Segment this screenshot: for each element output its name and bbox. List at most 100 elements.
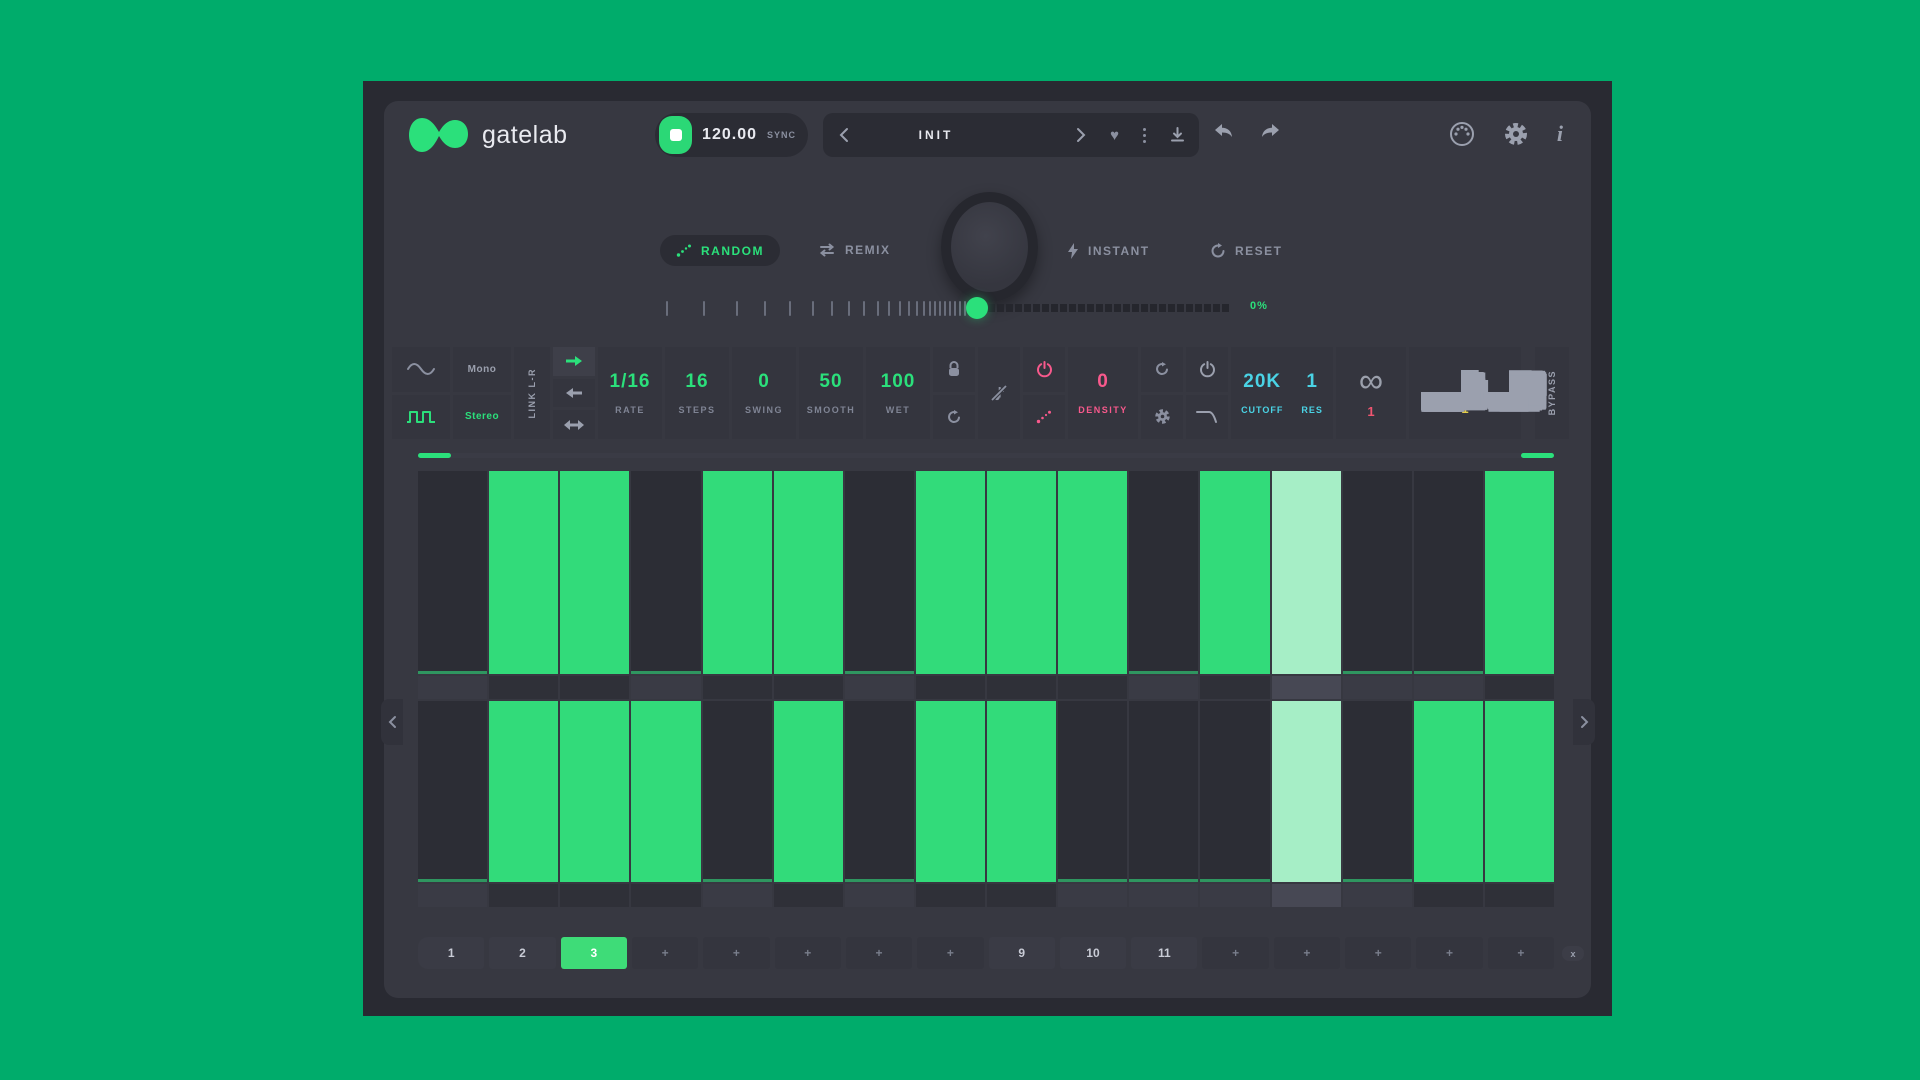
pattern-button-10[interactable]: 10 — [1059, 937, 1127, 969]
gate-step-upper-3[interactable] — [560, 471, 630, 674]
gate-step-lower-2[interactable] — [489, 701, 559, 882]
step-cell-lower-9[interactable] — [987, 884, 1057, 907]
step-cell-upper-9[interactable] — [987, 676, 1057, 699]
step-cell-upper-12[interactable] — [1200, 676, 1270, 699]
step-cell-upper-4[interactable] — [631, 676, 701, 699]
step-cell-lower-10[interactable] — [1058, 884, 1128, 907]
preset-prev-button[interactable] — [839, 127, 849, 143]
gate-step-lower-9[interactable] — [987, 701, 1057, 882]
gate-step-upper-7[interactable] — [844, 471, 914, 674]
gate-step-upper-5[interactable] — [702, 471, 772, 674]
step-cell-upper-11[interactable] — [1129, 676, 1199, 699]
step-cell-lower-3[interactable] — [560, 884, 630, 907]
link-lr-button[interactable]: LINK L-R — [514, 347, 550, 439]
rate-param[interactable]: 1/16 RATE — [598, 347, 662, 439]
add-pattern-button-13[interactable]: + — [1273, 937, 1341, 969]
step-cell-upper-13[interactable] — [1271, 676, 1341, 699]
step-cell-upper-5[interactable] — [702, 676, 772, 699]
step-cell-lower-1[interactable] — [418, 884, 488, 907]
stereo-button[interactable]: Stereo — [453, 394, 511, 439]
step-cell-upper-6[interactable] — [773, 676, 843, 699]
gate-step-upper-4[interactable] — [631, 471, 701, 674]
step-cell-lower-8[interactable] — [915, 884, 985, 907]
remix-mode-button[interactable]: REMIX — [818, 243, 891, 257]
step-cell-upper-10[interactable] — [1058, 676, 1128, 699]
gate-step-lower-7[interactable] — [844, 701, 914, 882]
add-pattern-button-4[interactable]: + — [631, 937, 699, 969]
filter-power-button[interactable] — [1186, 347, 1228, 392]
reset-mode-button[interactable]: RESET — [1210, 243, 1283, 259]
loop-end-handle[interactable] — [1521, 453, 1554, 458]
step-cell-upper-8[interactable] — [915, 676, 985, 699]
step-cell-lower-6[interactable] — [773, 884, 843, 907]
pattern-button-11[interactable]: 11 — [1131, 937, 1198, 969]
gate-step-lower-13[interactable] — [1271, 701, 1341, 882]
wet-param[interactable]: 100 WET — [866, 347, 930, 439]
gate-step-lower-15[interactable] — [1413, 701, 1483, 882]
gate-step-lower-14[interactable] — [1342, 701, 1412, 882]
bypass-button[interactable]: BYPASS — [1535, 347, 1569, 439]
steps-param[interactable]: 16 STEPS — [665, 347, 729, 439]
midi-settings-icon[interactable] — [1449, 121, 1475, 147]
gate-step-upper-14[interactable] — [1342, 471, 1412, 674]
gate-step-upper-10[interactable] — [1058, 471, 1128, 674]
add-pattern-button-14[interactable]: + — [1345, 937, 1412, 969]
gate-step-upper-9[interactable] — [987, 471, 1057, 674]
add-pattern-button-8[interactable]: + — [917, 937, 984, 969]
loop-start-handle[interactable] — [418, 453, 451, 458]
step-cell-lower-16[interactable] — [1484, 884, 1554, 907]
next-page-button[interactable] — [1573, 699, 1595, 745]
step-cell-lower-7[interactable] — [844, 884, 914, 907]
pattern-button-9[interactable]: 9 — [988, 937, 1055, 969]
filter-params[interactable]: 20K CUTOFF 1 RES — [1231, 347, 1333, 439]
bpm-value[interactable]: 120.00 — [702, 126, 757, 143]
filter-settings-gear-icon[interactable] — [1141, 394, 1183, 439]
step-cell-upper-16[interactable] — [1484, 676, 1554, 699]
lowpass-curve-icon[interactable] — [1186, 394, 1228, 439]
gate-step-lower-4[interactable] — [631, 701, 701, 882]
cycle-button[interactable] — [933, 394, 975, 439]
step-cell-lower-14[interactable] — [1342, 884, 1412, 907]
direction-forward-button[interactable] — [553, 347, 595, 376]
smooth-param[interactable]: 50 SMOOTH — [799, 347, 863, 439]
step-cell-lower-11[interactable] — [1129, 884, 1199, 907]
add-pattern-button-7[interactable]: + — [845, 937, 913, 969]
preset-menu-icon[interactable] — [1143, 127, 1146, 143]
loop-length-control[interactable]: ∞ 1 — [1336, 347, 1406, 439]
gate-step-lower-12[interactable] — [1200, 701, 1270, 882]
step-cell-upper-7[interactable] — [844, 676, 914, 699]
gate-step-upper-11[interactable] — [1129, 471, 1199, 674]
favorite-heart-icon[interactable]: ♥ — [1110, 126, 1119, 144]
gate-step-lower-16[interactable] — [1484, 701, 1554, 882]
gate-step-upper-2[interactable] — [489, 471, 559, 674]
step-cell-lower-15[interactable] — [1413, 884, 1483, 907]
step-cell-upper-3[interactable] — [560, 676, 630, 699]
step-cell-lower-4[interactable] — [631, 884, 701, 907]
gate-step-upper-6[interactable] — [773, 471, 843, 674]
gate-step-lower-5[interactable] — [702, 701, 772, 882]
step-cell-upper-14[interactable] — [1342, 676, 1412, 699]
step-cell-lower-13[interactable] — [1271, 884, 1341, 907]
sine-wave-button[interactable] — [392, 347, 450, 392]
prev-page-button[interactable] — [381, 699, 403, 745]
mute-note-button[interactable] — [978, 347, 1020, 439]
mono-button[interactable]: Mono — [453, 347, 511, 392]
slider-thumb[interactable] — [966, 297, 988, 319]
gate-step-upper-16[interactable] — [1484, 471, 1554, 674]
add-pattern-button-5[interactable]: + — [703, 937, 770, 969]
add-pattern-button-12[interactable]: + — [1202, 937, 1269, 969]
info-icon[interactable]: i — [1556, 121, 1563, 146]
gate-step-upper-1[interactable] — [418, 471, 488, 674]
gate-step-upper-13[interactable] — [1271, 471, 1341, 674]
gate-step-lower-11[interactable] — [1129, 701, 1199, 882]
lock-button[interactable] — [933, 347, 975, 392]
redo-icon[interactable] — [1260, 123, 1280, 139]
gate-step-lower-10[interactable] — [1058, 701, 1128, 882]
loop-range-bar[interactable] — [418, 453, 1554, 458]
direction-backward-button[interactable] — [553, 378, 595, 408]
instant-mode-button[interactable]: INSTANT — [1067, 243, 1150, 259]
gate-step-lower-3[interactable] — [560, 701, 630, 882]
add-pattern-button-15[interactable]: + — [1416, 937, 1483, 969]
density-random-button[interactable] — [1023, 394, 1065, 439]
dissolve-control[interactable]: 1 — [1409, 347, 1521, 439]
